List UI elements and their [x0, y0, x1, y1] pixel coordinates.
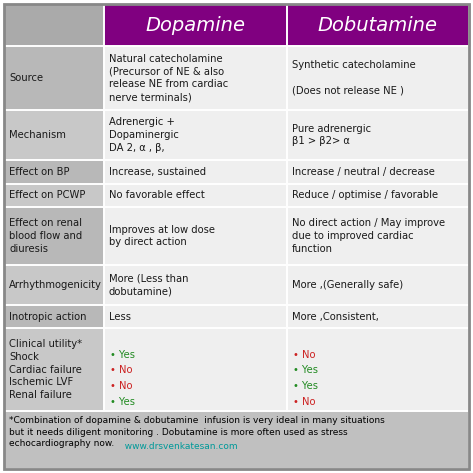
Bar [287, 265, 469, 305]
Bar [287, 46, 469, 110]
Bar [287, 4, 469, 46]
Text: Improves at low dose
by direct action: Improves at low dose by direct action [109, 225, 215, 247]
Text: Less: Less [109, 312, 131, 322]
Text: • Yes: • Yes [110, 350, 135, 360]
Bar [4, 46, 104, 110]
Text: More ,(Generally safe): More ,(Generally safe) [292, 280, 403, 290]
Bar [104, 4, 287, 46]
Bar [4, 265, 104, 305]
Text: Effect on PCWP: Effect on PCWP [9, 190, 85, 200]
Bar [104, 160, 287, 184]
Text: • No: • No [110, 366, 132, 376]
Text: No favorable effect: No favorable effect [109, 190, 205, 200]
Text: Adrenergic +
Dopaminergic
DA 2, α , β,: Adrenergic + Dopaminergic DA 2, α , β, [109, 117, 179, 153]
Text: Natural catecholamine
(Precursor of NE & also
release NE from cardiac
nerve term: Natural catecholamine (Precursor of NE &… [109, 54, 228, 102]
Bar [4, 305, 104, 328]
Bar [104, 207, 287, 265]
Text: • Yes: • Yes [293, 381, 318, 391]
Text: • No: • No [110, 381, 132, 391]
Text: • Yes: • Yes [110, 396, 135, 406]
Text: Arrhythmogenicity: Arrhythmogenicity [9, 280, 102, 290]
Text: Effect on renal
blood flow and
diuresis: Effect on renal blood flow and diuresis [9, 218, 82, 254]
Text: Increase / neutral / decrease: Increase / neutral / decrease [292, 167, 435, 177]
Bar [4, 328, 104, 411]
Text: • No: • No [293, 396, 315, 406]
Text: Inotropic action: Inotropic action [9, 312, 87, 322]
Bar [104, 46, 287, 110]
Bar [104, 184, 287, 207]
Text: Reduce / optimise / favorable: Reduce / optimise / favorable [292, 190, 438, 200]
Text: Increase, sustained: Increase, sustained [109, 167, 206, 177]
Text: No direct action / May improve
due to improved cardiac
function: No direct action / May improve due to im… [292, 218, 445, 254]
Text: www.drsvenkatesan.com: www.drsvenkatesan.com [119, 442, 237, 451]
Bar [287, 110, 469, 160]
Text: More (Less than
dobutamine): More (Less than dobutamine) [109, 274, 188, 297]
Text: Pure adrenergic
β1 > β2> α: Pure adrenergic β1 > β2> α [292, 123, 371, 147]
Bar [287, 184, 469, 207]
Text: Mechanism: Mechanism [9, 130, 66, 140]
Bar [287, 207, 469, 265]
Text: Source: Source [9, 73, 43, 83]
Bar [104, 328, 287, 411]
Text: • No: • No [293, 350, 315, 360]
Text: Clinical utility*
Shock
Cardiac failure
Ischemic LVF
Renal failure: Clinical utility* Shock Cardiac failure … [9, 339, 82, 400]
Bar [287, 305, 469, 328]
Bar [287, 160, 469, 184]
Text: • Yes: • Yes [293, 366, 318, 376]
Bar [4, 184, 104, 207]
Bar [4, 4, 104, 46]
Text: More ,Consistent,: More ,Consistent, [292, 312, 378, 322]
Bar [4, 160, 104, 184]
Bar [104, 305, 287, 328]
Text: Dobutamine: Dobutamine [318, 16, 438, 35]
Bar [287, 328, 469, 411]
Bar [4, 110, 104, 160]
Text: *Combination of dopamine & dobutamine  infusion is very ideal in many situations: *Combination of dopamine & dobutamine in… [9, 416, 385, 448]
Text: Dopamine: Dopamine [145, 16, 245, 35]
Text: Effect on BP: Effect on BP [9, 167, 70, 177]
Bar [104, 265, 287, 305]
Bar [104, 110, 287, 160]
Bar [4, 411, 469, 469]
Text: Synthetic catecholamine

(Does not release NE ): Synthetic catecholamine (Does not releas… [292, 60, 415, 96]
Bar [4, 207, 104, 265]
